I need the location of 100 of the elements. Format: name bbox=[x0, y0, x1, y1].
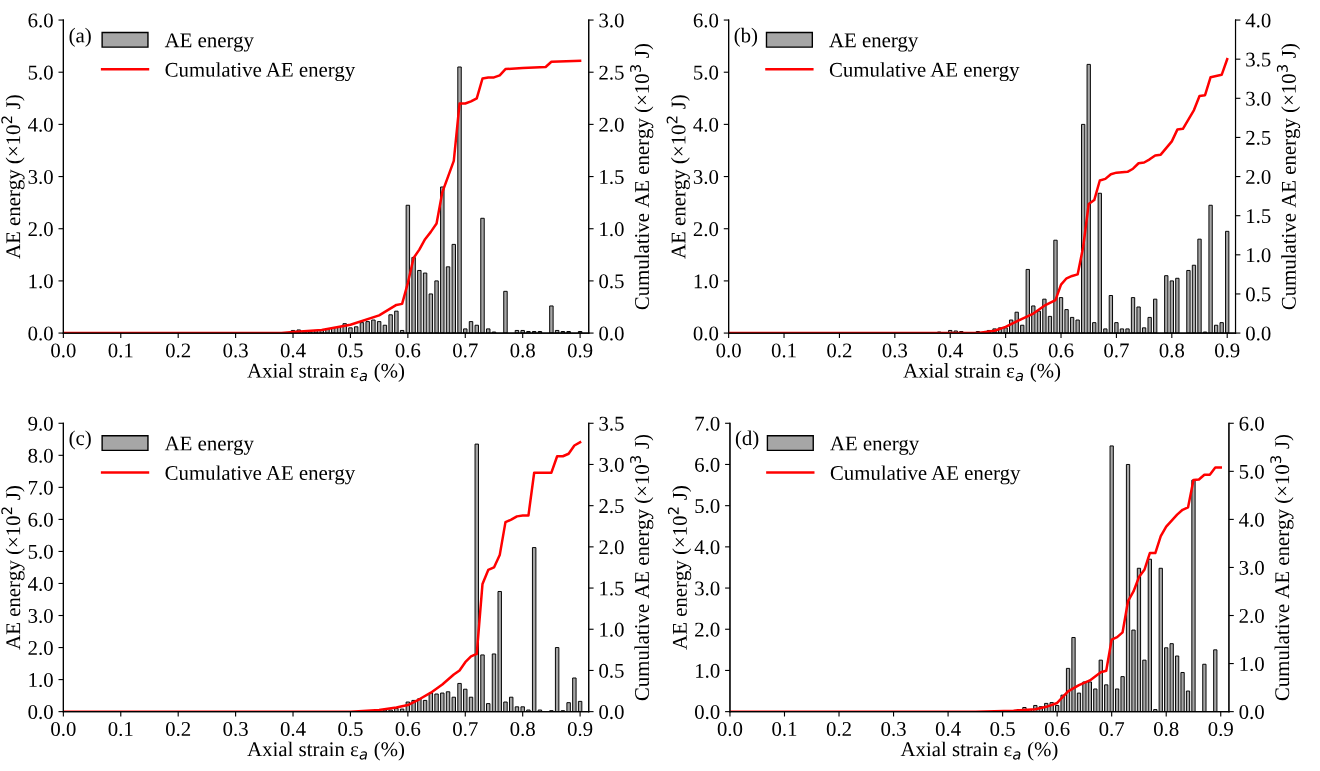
y2-tick-label: 1.0 bbox=[600, 222, 624, 237]
y2-tick-label: 1.5 bbox=[1247, 209, 1271, 224]
y2-tick-label: 1.0 bbox=[1240, 656, 1264, 672]
x-tick-label: 0.0 bbox=[51, 343, 76, 358]
y2-tick-label: 0.0 bbox=[599, 705, 624, 720]
y-tick-label: 5.0 bbox=[694, 65, 719, 80]
x-tick-label: 0.6 bbox=[1044, 721, 1070, 737]
x-tick-label: 0.5 bbox=[338, 721, 363, 737]
y2-tick-label: 2.5 bbox=[599, 65, 624, 80]
y-tick-label: 6.0 bbox=[695, 457, 720, 472]
x-tick-label: 0.3 bbox=[223, 721, 248, 737]
y2-tick-label: 2.5 bbox=[599, 499, 624, 514]
x-tick-label: 0.7 bbox=[1099, 721, 1125, 737]
y-tick-label: 6.0 bbox=[28, 512, 53, 527]
y-tick-label: 4.0 bbox=[28, 117, 53, 132]
x-tick-label: 0.9 bbox=[1208, 721, 1233, 737]
y2-tick-label: 0.5 bbox=[1246, 287, 1271, 302]
y2-tick-label: 3.0 bbox=[1246, 91, 1271, 106]
y-tick-label: 2.0 bbox=[28, 222, 53, 237]
y2-tick-label: 1.5 bbox=[600, 581, 624, 596]
y-tick-label: 4.0 bbox=[28, 576, 53, 591]
y-tick-label: 5.0 bbox=[28, 65, 53, 80]
y2-axis-title: Cumulative AE energy (×10$^{3}$ J) bbox=[630, 44, 654, 310]
y-tick-label: 3.0 bbox=[28, 608, 53, 624]
y-tick-label: 0.0 bbox=[28, 326, 53, 341]
y-tick-label: 9.0 bbox=[28, 416, 53, 431]
y2-tick-label: 3.5 bbox=[1246, 52, 1271, 67]
x-tick-label: 0.9 bbox=[567, 721, 593, 737]
x-tick-label: 0.6 bbox=[395, 343, 421, 358]
x-tick-label: 0.1 bbox=[108, 721, 133, 737]
y2-tick-label: 1.0 bbox=[1247, 248, 1271, 263]
y-tick-label: 4.0 bbox=[693, 117, 719, 132]
y2-tick-label: 5.0 bbox=[1239, 464, 1264, 479]
x-tick-label: 0.5 bbox=[338, 343, 363, 358]
x-tick-label: 0.7 bbox=[1104, 343, 1129, 358]
y2-tick-label: 3.5 bbox=[599, 416, 624, 431]
y-axis-title: AE energy (×10$^{2}$ J) bbox=[666, 95, 690, 259]
x-tick-label: 0.5 bbox=[993, 343, 1018, 358]
y2-tick-label: 4.0 bbox=[1239, 512, 1264, 527]
y2-tick-label: 3.0 bbox=[599, 457, 624, 472]
chart-title: (d) bbox=[735, 430, 759, 450]
legend-label: AE energy bbox=[164, 33, 254, 52]
y-tick-label: 6.0 bbox=[693, 13, 719, 28]
y-tick-label: 6.0 bbox=[28, 13, 53, 28]
x-axis-title: Axial strain ε$_{a}$ (%) bbox=[247, 363, 405, 382]
x-tick-label: 0.9 bbox=[1214, 343, 1240, 358]
y2-axis-title: Cumulative AE energy (×10$^{3}$ J) bbox=[1276, 44, 1301, 310]
x-tick-label: 0.5 bbox=[990, 721, 1015, 737]
legend-label: Cumulative AE energy bbox=[165, 62, 356, 82]
legend-label: Cumulative AE energy bbox=[829, 62, 1020, 82]
y-tick-label: 1.0 bbox=[694, 274, 719, 289]
x-tick-label: 0.8 bbox=[510, 343, 535, 358]
y-tick-label: 1.0 bbox=[696, 663, 720, 678]
y2-tick-label: 0.0 bbox=[599, 326, 624, 341]
x-tick-label: 0.7 bbox=[453, 721, 478, 737]
x-tick-label: 0.0 bbox=[51, 721, 76, 737]
y-tick-label: 5.0 bbox=[695, 499, 720, 514]
y2-tick-label: 2.5 bbox=[1246, 130, 1271, 145]
x-tick-label: 0.4 bbox=[938, 343, 963, 358]
y-tick-label: 3.0 bbox=[695, 581, 720, 596]
y-tick-label: 8.0 bbox=[28, 448, 53, 463]
x-tick-label: 0.3 bbox=[881, 721, 906, 737]
x-axis-title: Axial strain ε$_{a}$ (%) bbox=[903, 363, 1061, 382]
y2-tick-label: 2.0 bbox=[599, 540, 624, 555]
y-tick-label: 2.0 bbox=[28, 640, 53, 656]
y2-tick-label: 2.0 bbox=[1246, 169, 1271, 185]
chart-title: (a) bbox=[69, 27, 91, 47]
y2-tick-label: 1.5 bbox=[600, 170, 624, 185]
y-tick-label: 5.0 bbox=[28, 544, 53, 559]
y2-tick-label: 0.0 bbox=[1239, 705, 1264, 720]
y-tick-label: 0.0 bbox=[693, 326, 719, 341]
legend-label: AE energy bbox=[830, 436, 920, 455]
y-tick-label: 0.0 bbox=[694, 705, 720, 720]
y-tick-label: 1.0 bbox=[29, 274, 53, 289]
y2-tick-label: 0.0 bbox=[1246, 326, 1271, 341]
x-tick-label: 0.8 bbox=[510, 721, 535, 737]
chart-title: (b) bbox=[734, 27, 758, 47]
y2-tick-label: 1.0 bbox=[600, 622, 624, 637]
y-tick-label: 7.0 bbox=[695, 416, 720, 431]
y2-tick-label: 3.0 bbox=[599, 13, 624, 28]
y-tick-label: 4.0 bbox=[694, 540, 720, 555]
y-tick-label: 2.0 bbox=[695, 622, 720, 637]
y-axis-title: AE energy (×10$^{2}$ J) bbox=[1, 486, 25, 650]
y-tick-label: 7.0 bbox=[28, 480, 53, 495]
x-tick-label: 0.2 bbox=[826, 721, 851, 737]
x-tick-label: 0.7 bbox=[453, 343, 478, 358]
x-tick-label: 0.9 bbox=[567, 343, 593, 358]
y2-axis-title: Cumulative AE energy (×10$^{3}$ J) bbox=[1270, 434, 1294, 701]
x-tick-label: 0.6 bbox=[395, 721, 421, 737]
x-tick-label: 0.4 bbox=[935, 721, 961, 737]
y2-tick-label: 4.0 bbox=[1245, 13, 1271, 28]
y2-tick-label: 2.0 bbox=[1239, 608, 1264, 624]
y-axis-title: AE energy (×10$^{2}$ J) bbox=[667, 486, 692, 650]
legend-label: AE energy bbox=[829, 33, 919, 52]
y2-tick-label: 6.0 bbox=[1239, 416, 1264, 431]
y2-tick-label: 0.5 bbox=[599, 274, 624, 289]
x-axis-title: Axial strain ε$_{a}$ (%) bbox=[900, 741, 1058, 761]
chart-title: (c) bbox=[69, 430, 91, 450]
y-tick-label: 0.0 bbox=[28, 705, 53, 720]
x-tick-label: 0.3 bbox=[882, 343, 908, 358]
